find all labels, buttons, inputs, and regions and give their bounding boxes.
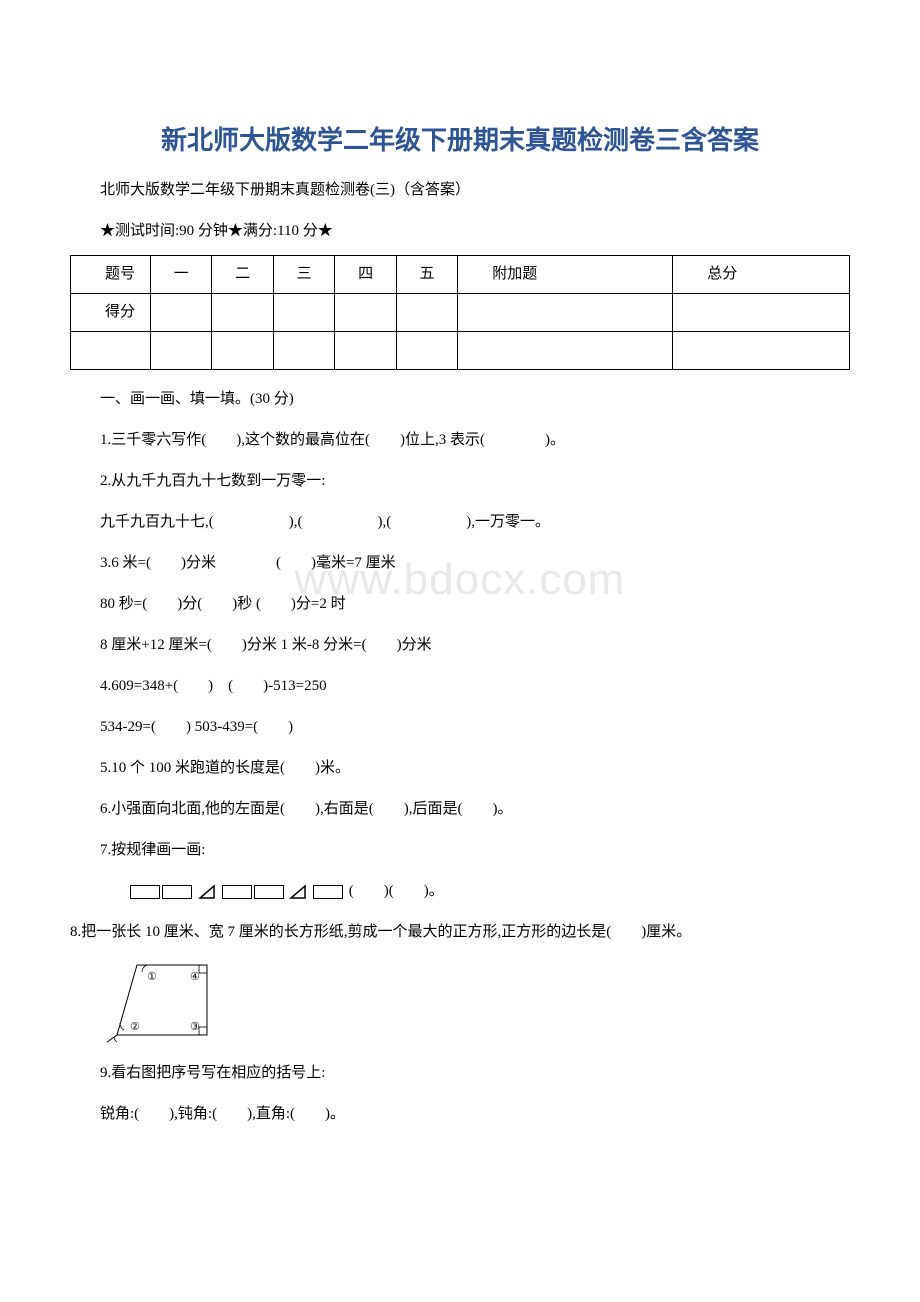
table-cell	[335, 332, 396, 370]
table-cell	[396, 294, 457, 332]
question-2: 2.从九千九百九十七数到一万零一:	[70, 468, 850, 495]
rect-icon	[313, 885, 343, 899]
subtitle: 北师大版数学二年级下册期末真题检测卷(三)（含答案）	[70, 177, 850, 204]
table-row: 得分	[71, 294, 850, 332]
question-4-line1: 4.609=348+( ) ( )-513=250	[70, 673, 850, 700]
question-7-pattern: ( )( )。	[70, 878, 850, 905]
table-cell	[396, 332, 457, 370]
table-cell	[335, 294, 396, 332]
table-cell: 四	[335, 256, 396, 294]
question-9-line2: 锐角:( ),钝角:( ),直角:( )。	[70, 1101, 850, 1128]
table-row: 题号 一 二 三 四 五 附加题 总分	[71, 256, 850, 294]
table-cell	[273, 332, 334, 370]
question-7-blanks: ( )( )。	[349, 883, 444, 899]
rect-icon	[130, 885, 160, 899]
table-row	[71, 332, 850, 370]
table-cell	[673, 294, 850, 332]
table-cell: 附加题	[458, 256, 673, 294]
table-cell: 二	[212, 256, 273, 294]
question-6: 6.小强面向北面,他的左面是( ),右面是( ),后面是( )。	[70, 796, 850, 823]
table-cell	[212, 332, 273, 370]
question-3-line3: 8 厘米+12 厘米=( )分米 1 米-8 分米=( )分米	[70, 632, 850, 659]
pattern-shapes	[100, 878, 345, 905]
question-2-line2: 九千九百九十七,( ),( ),( ),一万零一。	[70, 509, 850, 536]
question-1: 1.三千零六写作( ),这个数的最高位在( )位上,3 表示( )。	[70, 427, 850, 454]
test-info: ★测试时间:90 分钟★满分:110 分★	[70, 218, 850, 245]
question-3-line1: 3.6 米=( )分米 ( )毫米=7 厘米	[70, 550, 850, 577]
table-cell	[273, 294, 334, 332]
rect-icon	[222, 885, 252, 899]
geometry-figure: ① ④ ② ③	[102, 960, 850, 1050]
page-title: 新北师大版数学二年级下册期末真题检测卷三含答案	[70, 120, 850, 157]
section-header: 一、画一画、填一填。(30 分)	[70, 386, 850, 413]
table-cell: 五	[396, 256, 457, 294]
question-9: 9.看右图把序号写在相应的括号上:	[70, 1060, 850, 1087]
question-7: 7.按规律画一画:	[70, 837, 850, 864]
triangle-icon	[289, 884, 307, 900]
triangle-icon	[198, 884, 216, 900]
table-cell	[71, 332, 151, 370]
table-cell	[151, 294, 212, 332]
table-cell: 一	[151, 256, 212, 294]
question-4-line2: 534-29=( ) 503-439=( )	[70, 714, 850, 741]
row-label: 题号	[71, 256, 151, 294]
table-cell	[458, 332, 673, 370]
table-cell	[151, 332, 212, 370]
angle-label: ①	[147, 971, 157, 983]
question-8: 8.把一张长 10 厘米、宽 7 厘米的长方形纸,剪成一个最大的正方形,正方形的…	[70, 919, 850, 946]
angle-label: ④	[190, 971, 200, 983]
score-table: 题号 一 二 三 四 五 附加题 总分 得分	[70, 255, 850, 370]
rect-icon	[254, 885, 284, 899]
angle-diagram-icon: ① ④ ② ③	[102, 960, 222, 1045]
table-cell: 总分	[673, 256, 850, 294]
row-label: 得分	[71, 294, 151, 332]
table-cell: 三	[273, 256, 334, 294]
question-3-line2: 80 秒=( )分( )秒 ( )分=2 时	[70, 591, 850, 618]
table-cell	[458, 294, 673, 332]
angle-label: ③	[190, 1021, 200, 1033]
rect-icon	[162, 885, 192, 899]
document-content: 新北师大版数学二年级下册期末真题检测卷三含答案 北师大版数学二年级下册期末真题检…	[70, 120, 850, 1128]
table-cell	[212, 294, 273, 332]
question-5: 5.10 个 100 米跑道的长度是( )米。	[70, 755, 850, 782]
angle-label: ②	[130, 1021, 140, 1033]
table-cell	[673, 332, 850, 370]
